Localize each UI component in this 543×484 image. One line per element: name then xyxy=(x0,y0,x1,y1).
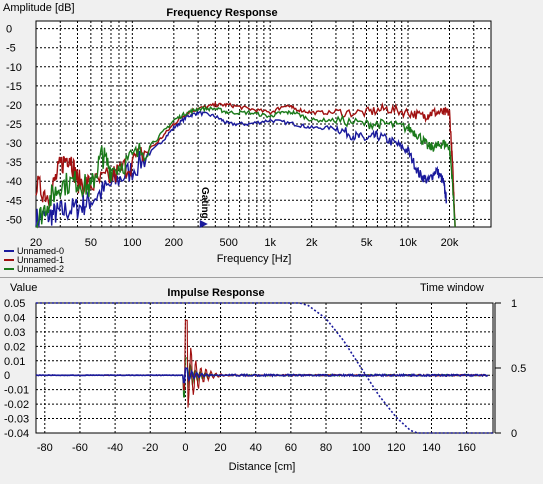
x-tick-label: 200 xyxy=(165,237,183,249)
x-tick-label: -20 xyxy=(142,442,158,454)
series-line-Unnamed-2 xyxy=(35,105,456,229)
time-window-line xyxy=(36,302,493,434)
legend-label: Unnamed-1 xyxy=(17,255,64,265)
y-tick-label: 0.03 xyxy=(4,327,25,339)
x-tick-label: -40 xyxy=(107,442,123,454)
x-tick-label: 2k xyxy=(306,237,318,249)
time-window-label: Time window xyxy=(420,282,484,294)
frequency-ylabel: Amplitude [dB] xyxy=(3,2,75,14)
y-tick-label: 0.01 xyxy=(4,356,25,368)
legend-label: Unnamed-0 xyxy=(17,246,64,256)
x-tick-label: 140 xyxy=(422,442,440,454)
series-line-Unnamed-0 xyxy=(35,108,448,228)
y-tick-label: -35 xyxy=(6,157,22,169)
x-tick-label: -80 xyxy=(37,442,53,454)
legend-label: Unnamed-2 xyxy=(17,264,64,274)
y-tick-label: -10 xyxy=(6,62,22,74)
y-tick-label: 0 xyxy=(6,24,12,36)
y-tick-label: -20 xyxy=(6,100,22,112)
y2-tick-label: 1 xyxy=(511,298,517,310)
y-tick-label: -0.03 xyxy=(4,414,29,426)
impulse-response-chart: 0.05 0.04 0.03 0.02 0.01 0 -0.01 -0.02 -0.03 -0.0… xyxy=(4,282,526,473)
frequency-xlabel: Frequency [Hz] xyxy=(217,253,292,265)
x-tick-label: 20 xyxy=(214,442,226,454)
y-tick-label: 0.02 xyxy=(4,341,25,353)
impulse-chart-title: Impulse Response xyxy=(167,287,264,299)
y-tick-label: -45 xyxy=(6,195,22,207)
y-tick-label: -0.02 xyxy=(4,399,29,411)
x-tick-label: 100 xyxy=(352,442,370,454)
impulse-ylabel: Value xyxy=(10,282,37,294)
y-tick-label: -40 xyxy=(6,176,22,188)
y-tick-label: -5 xyxy=(6,43,16,55)
impulse-xlabel: Distance [cm] xyxy=(229,461,296,473)
frequency-plot-area xyxy=(35,20,492,228)
x-tick-label: 100 xyxy=(123,237,141,249)
x-tick-label: 40 xyxy=(250,442,262,454)
y-tick-label: 0.05 xyxy=(4,298,25,310)
y-tick-label: -0.04 xyxy=(4,428,29,440)
x-tick-label: 0 xyxy=(182,442,188,454)
series-line-Unnamed-1 xyxy=(35,100,456,228)
y-tick-label: -15 xyxy=(6,81,22,93)
x-tick-label: 5k xyxy=(361,237,373,249)
gating-marker[interactable]: Gating xyxy=(199,187,210,228)
y-tick-label: 0 xyxy=(4,370,10,382)
gating-arrow-icon xyxy=(199,220,208,228)
x-tick-label: 500 xyxy=(220,237,238,249)
x-tick-label: 10k xyxy=(399,237,417,249)
x-tick-label: 60 xyxy=(285,442,297,454)
x-tick-label: 120 xyxy=(387,442,405,454)
impulse-plot-area xyxy=(35,302,494,434)
y2-tick-label: 0.5 xyxy=(511,363,526,375)
x-tick-label: 80 xyxy=(320,442,332,454)
x-tick-label: 50 xyxy=(85,237,97,249)
x-tick-label: 160 xyxy=(457,442,475,454)
y-tick-label: -0.01 xyxy=(4,385,29,397)
y-tick-label: -50 xyxy=(6,214,22,226)
frequency-chart-title: Frequency Response xyxy=(166,7,277,19)
frequency-response-chart: 0 -5 -10 -15 -20 -25 -30 -35 -40 -45 -50 20 50 100 20… xyxy=(3,2,492,274)
y2-tick-label: 0 xyxy=(511,428,517,440)
x-tick-label: 20 xyxy=(30,237,42,249)
y-tick-label: 0.04 xyxy=(4,312,25,324)
y-tick-label: -25 xyxy=(6,119,22,131)
y-tick-label: -30 xyxy=(6,138,22,150)
x-tick-label: 20k xyxy=(441,237,459,249)
x-tick-label: -60 xyxy=(72,442,88,454)
x-tick-label: 1k xyxy=(264,237,276,249)
impulse-line-Unnamed-0 xyxy=(35,367,489,384)
gating-label: Gating xyxy=(199,187,210,219)
